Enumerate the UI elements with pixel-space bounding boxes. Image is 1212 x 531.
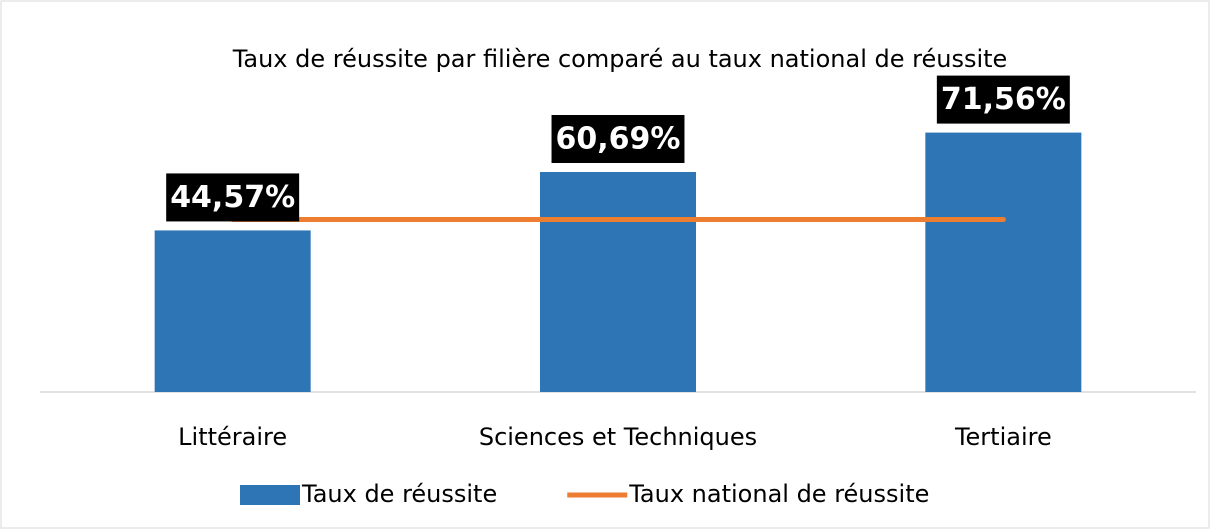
data-label: 71,56% bbox=[941, 82, 1066, 117]
legend-swatch bbox=[240, 485, 300, 505]
chart-title: Taux de réussite par filière comparé au … bbox=[232, 45, 1008, 73]
data-label: 44,57% bbox=[170, 180, 295, 215]
data-label-box bbox=[936, 75, 1070, 124]
legend-label: Taux de réussite bbox=[301, 480, 497, 508]
x-tick-label: Tertiaire bbox=[954, 423, 1052, 451]
data-label: 60,69% bbox=[556, 121, 681, 156]
x-tick-label: Sciences et Techniques bbox=[479, 423, 757, 451]
data-label-box bbox=[551, 114, 685, 163]
bar bbox=[925, 132, 1082, 392]
legend-label: Taux national de réussite bbox=[628, 480, 929, 508]
data-label-box bbox=[166, 173, 300, 222]
bar bbox=[540, 171, 696, 392]
bar bbox=[154, 230, 311, 392]
x-tick-label: Littéraire bbox=[178, 423, 287, 451]
